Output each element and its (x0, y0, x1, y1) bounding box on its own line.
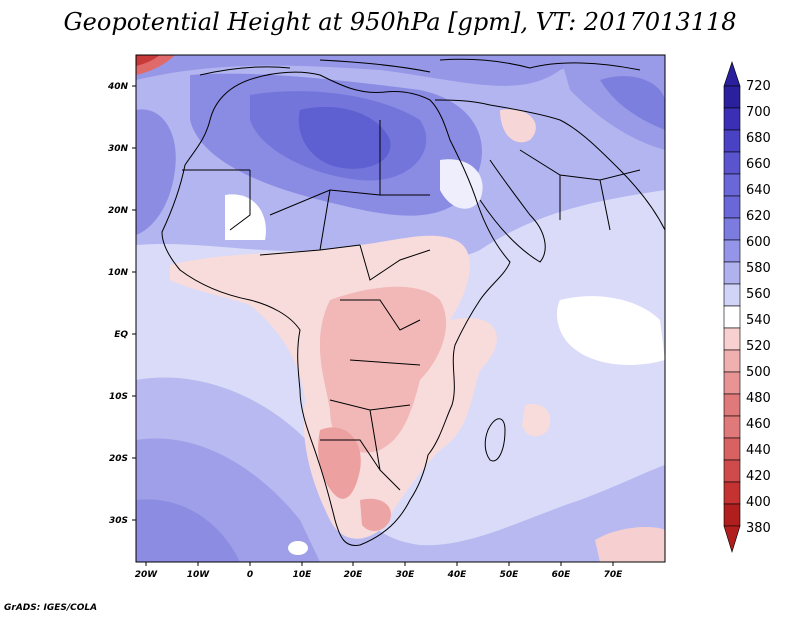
colorbar-segment (723, 371, 741, 395)
colorbar-segment (723, 217, 741, 241)
map-field (136, 55, 665, 562)
colorbar-segment (723, 107, 741, 131)
colorbar-label: 720 (746, 79, 771, 94)
lat-tick-label: 10S (109, 392, 128, 402)
colorbar-top-arrow (723, 61, 741, 87)
colorbar-segment (723, 481, 741, 505)
colorbar-segment (723, 327, 741, 351)
colorbar-label: 420 (746, 469, 771, 484)
colorbar-segment (723, 283, 741, 307)
lat-tick-labels: 40N 30N 20N 10N EQ 10S 20S 30S (107, 82, 129, 526)
colorbar-segment (723, 239, 741, 263)
colorbar-segment (723, 151, 741, 175)
colorbar-segment (723, 195, 741, 219)
colorbar-label: 540 (746, 313, 771, 328)
colorbar-label: 500 (746, 365, 771, 380)
lat-tick-label: 40N (107, 82, 129, 92)
colorbar-segment (723, 415, 741, 439)
colorbar-segment (723, 129, 741, 153)
colorbar-segment (723, 503, 741, 527)
colorbar-label: 560 (746, 287, 771, 302)
colorbar-label: 660 (746, 157, 771, 172)
map-title: Geopotential Height at 950hPa [gpm], VT:… (63, 8, 737, 36)
lat-tick-label: 30S (109, 516, 128, 526)
lat-tick-label: EQ (114, 330, 128, 340)
lon-tick-label: 60E (552, 570, 572, 580)
colorbar-label: 400 (746, 495, 771, 510)
lon-tick-label: 20W (135, 570, 159, 580)
colorbar-segment (723, 393, 741, 417)
colorbar-label: 600 (746, 235, 771, 250)
colorbar-segment (723, 437, 741, 461)
colorbar-label: 580 (746, 261, 771, 276)
colorbar-segments (723, 85, 741, 527)
colorbar-label: 640 (746, 183, 771, 198)
colorbar-label: 620 (746, 209, 771, 224)
colorbar-label: 700 (746, 105, 771, 120)
colorbar: 720 700 680 660 640 620 600 580 560 540 … (723, 61, 771, 554)
coastlines (161, 58, 665, 547)
colorbar-segment (723, 173, 741, 197)
colorbar-segment (723, 349, 741, 373)
lon-tick-label: 50E (500, 570, 520, 580)
lat-tick-label: 20S (109, 454, 128, 464)
lon-tick-label: 0 (247, 570, 253, 580)
colorbar-label: 680 (746, 131, 771, 146)
colorbar-label: 480 (746, 391, 771, 406)
lon-tick-label: 10W (187, 570, 211, 580)
credit-text: GrADS: IGES/COLA (4, 603, 98, 613)
map-frame (135, 54, 666, 563)
lon-tick-labels: 20W 10W 0 10E 20E 30E 40E 50E 60E 70E (135, 570, 623, 580)
lon-tick-label: 20E (344, 570, 364, 580)
colorbar-label: 520 (746, 339, 771, 354)
lat-tick-label: 20N (108, 206, 129, 216)
colorbar-bottom-arrow (723, 525, 741, 554)
lon-tick-label: 10E (293, 570, 313, 580)
lon-tick-label: 70E (604, 570, 624, 580)
lon-tick-label: 40E (447, 570, 468, 580)
lat-tick-label: 10N (108, 268, 129, 278)
colorbar-segment (723, 261, 741, 285)
colorbar-label: 380 (746, 521, 771, 536)
tick-marks (132, 85, 614, 566)
lat-tick-label: 30N (108, 144, 129, 154)
lon-tick-label: 30E (396, 570, 416, 580)
colorbar-label: 460 (746, 417, 771, 432)
colorbar-segment (723, 459, 741, 483)
colorbar-labels: 720 700 680 660 640 620 600 580 560 540 … (746, 79, 771, 536)
colorbar-segment (723, 305, 741, 329)
colorbar-label: 440 (746, 443, 771, 458)
colorbar-segment (723, 85, 741, 109)
